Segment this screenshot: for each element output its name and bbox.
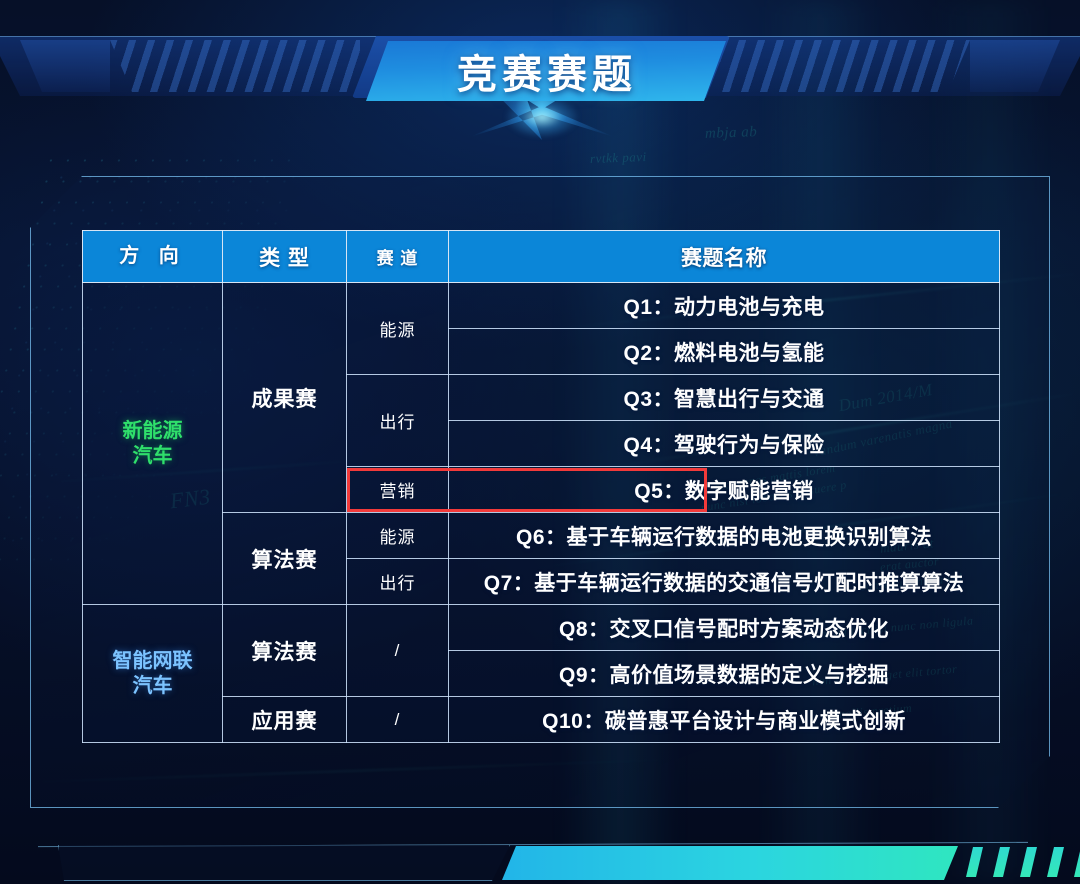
bottom-chip: [1020, 847, 1037, 877]
banner-stripes-left: [110, 40, 360, 92]
cell-topic-name: Q4：驾驶行为与保险: [448, 420, 1000, 467]
column-header-track: 赛 道: [346, 230, 449, 283]
banner-glow: [505, 96, 579, 138]
cell-track: 出行: [346, 374, 449, 467]
direction-label-line1: 新能源: [122, 419, 183, 442]
table-row: Q2：燃料电池与氢能: [83, 328, 1000, 375]
table-row: 出行 Q7：基于车辆运行数据的交通信号灯配时推算算法: [83, 558, 1000, 605]
bottom-chip: [1047, 847, 1064, 877]
cell-type: 算法赛: [222, 604, 347, 697]
direction-label-line2: 汽车: [132, 444, 173, 467]
bottom-chip: [1074, 847, 1080, 877]
table-row: 出行 Q3：智慧出行与交通: [83, 374, 1000, 467]
bottom-decoration: [58, 845, 1028, 881]
cell-topic-name: Q6：基于车辆运行数据的电池更换识别算法: [448, 512, 1000, 559]
cell-topic-name: Q7：基于车辆运行数据的交通信号灯配时推算算法: [448, 558, 1000, 605]
column-header-type: 类 型: [222, 230, 347, 283]
banner-wing-right: [690, 36, 1080, 96]
table-row: 算法赛 能源 Q6：基于车辆运行数据的电池更换识别算法: [83, 512, 1000, 605]
cell-track: 能源: [346, 512, 449, 559]
table-header: 方 向 类 型 赛 道 赛题名称: [82, 230, 1000, 283]
cell-direction: 新能源 汽车: [82, 282, 223, 605]
cell-type: 成果赛: [222, 282, 347, 513]
topics-table: 方 向 类 型 赛 道 赛题名称 新能源 汽车 成果赛 能源 Q1：动力电池与充电 Q2：…: [82, 230, 1000, 743]
cell-topic-name: Q1：动力电池与充电: [448, 282, 1000, 329]
cell-topic-name: Q10：碳普惠平台设计与商业模式创新: [448, 696, 1000, 743]
table-row: 营销 Q5：数字赋能营销: [83, 466, 1000, 513]
cell-topic-name: Q8：交叉口信号配时方案动态优化: [448, 604, 1000, 651]
column-header-name: 赛题名称: [448, 230, 1000, 283]
column-header-direction: 方 向: [82, 230, 223, 283]
cell-topic-name: Q2：燃料电池与氢能: [448, 328, 1000, 375]
direction-label-line1: 智能网联: [112, 649, 193, 672]
table-row: Q4：驾驶行为与保险: [83, 420, 1000, 467]
bottom-bar-dark: [58, 845, 510, 881]
cell-track: 能源: [346, 282, 449, 375]
cell-track: 出行: [346, 558, 449, 605]
table-row: 智能网联 汽车 算法赛 / Q8：交叉口信号配时方案动态优化: [82, 604, 1000, 743]
bottom-chip: [966, 847, 983, 877]
table-row: 应用赛 / Q10：碳普惠平台设计与商业模式创新: [83, 696, 1000, 743]
banner-wing-left: [0, 36, 390, 96]
cell-topic-name: Q5：数字赋能营销: [448, 466, 1000, 513]
cell-type: 算法赛: [222, 512, 347, 605]
bottom-bar-chips: [966, 847, 1080, 879]
title-banner: 竞赛赛题: [0, 0, 1080, 160]
table-header-row: 方 向 类 型 赛 道 赛题名称: [82, 230, 1000, 283]
page-title: 竞赛赛题: [457, 53, 637, 97]
cell-direction: 智能网联 汽车: [82, 604, 223, 743]
bottom-bar-accent: [502, 846, 958, 880]
cell-topic-name: Q9：高价值场景数据的定义与挖掘: [448, 650, 1000, 697]
table-body: 新能源 汽车 成果赛 能源 Q1：动力电池与充电 Q2：燃料电池与氢能 出行 Q3：智慧出行与…: [82, 282, 1000, 743]
cell-track: /: [346, 604, 449, 697]
cell-topic-name: Q3：智慧出行与交通: [448, 374, 1000, 421]
table-row: 新能源 汽车 成果赛 能源 Q1：动力电池与充电: [82, 282, 1000, 605]
competition-topics-table: 方 向 类 型 赛 道 赛题名称 新能源 汽车 成果赛 能源 Q1：动力电池与充电 Q2：…: [82, 230, 1000, 776]
banner-plate: [366, 41, 726, 101]
cell-track: /: [346, 696, 449, 743]
direction-label-line2: 汽车: [132, 674, 173, 697]
cell-type: 应用赛: [222, 696, 347, 743]
bottom-chip: [993, 847, 1010, 877]
cell-track: 营销: [346, 466, 449, 513]
banner-stripes-right: [720, 40, 970, 92]
